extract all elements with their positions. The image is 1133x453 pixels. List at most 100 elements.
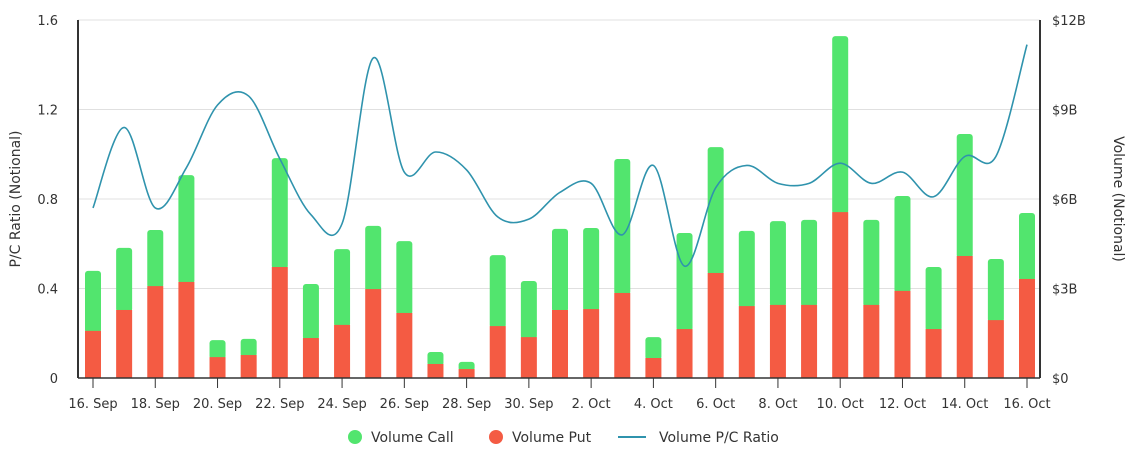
- x-tick-label: 2. Oct: [572, 397, 611, 412]
- bar-volume-call: [85, 270, 101, 333]
- left-tick-label: 0.8: [37, 193, 58, 208]
- bar-volume-call: [987, 258, 1004, 323]
- bar-volume-put: [334, 324, 351, 378]
- bar-volume-put: [147, 286, 164, 378]
- x-tick-label: 18. Sep: [131, 397, 180, 412]
- bar-volume-call: [769, 221, 786, 307]
- bar-volume-call: [334, 249, 351, 327]
- bar-volume-put: [987, 320, 1004, 378]
- bar-volume-put: [116, 309, 133, 378]
- legend-label: Volume Call: [371, 430, 454, 446]
- x-tick-label: 30. Sep: [504, 397, 553, 412]
- x-tick-label: 6. Oct: [696, 397, 735, 412]
- bar-volume-put: [894, 290, 911, 378]
- bar-volume-put: [396, 312, 413, 378]
- bar-volume-put: [769, 304, 786, 378]
- bar-volume-put: [956, 255, 973, 378]
- bar-volume-call: [801, 219, 818, 307]
- left-tick-label: 0.4: [37, 283, 58, 298]
- bar-volume-call: [427, 352, 444, 366]
- bar-volume-put: [801, 304, 818, 378]
- left-axis-title: P/C Ratio (Notional): [8, 130, 24, 267]
- bar-volume-call: [209, 340, 226, 360]
- bar-volume-call: [552, 228, 568, 312]
- left-tick-label: 1.6: [37, 14, 58, 29]
- bar-volume-call: [365, 225, 382, 292]
- bar-volume-call: [645, 337, 662, 361]
- bar-volume-put: [583, 309, 600, 378]
- bar-volume-call: [396, 241, 413, 315]
- legend-label: Volume P/C Ratio: [659, 430, 779, 446]
- bar-volume-put: [832, 212, 849, 378]
- bar-volume-put: [209, 357, 226, 378]
- bar-volume-call: [116, 247, 133, 312]
- bar-volume-call: [458, 361, 475, 372]
- bar-volume-put: [458, 369, 475, 378]
- x-tick-label: 8. Oct: [758, 397, 797, 412]
- bar-volume-put: [863, 304, 880, 378]
- bar-volume-call: [614, 159, 631, 295]
- right-tick-label: $3B: [1052, 283, 1077, 298]
- x-tick-label: 16. Oct: [1003, 397, 1050, 412]
- bar-volume-put: [520, 337, 537, 378]
- series-line-volume-pc-ratio: [92, 44, 1028, 267]
- bar-volume-call: [147, 230, 164, 289]
- bar-volume-put: [427, 363, 444, 378]
- bar-volume-put: [676, 329, 693, 378]
- bar-volume-put: [1019, 278, 1035, 378]
- bar-volume-call: [520, 281, 537, 340]
- bars: [85, 36, 1035, 378]
- bar-volume-put: [552, 309, 568, 378]
- bar-volume-call: [894, 196, 911, 293]
- bar-volume-put: [707, 272, 724, 378]
- bar-volume-put: [614, 292, 631, 378]
- bar-volume-call: [1019, 213, 1035, 281]
- bar-volume-put: [271, 267, 288, 378]
- bar-volume-put: [85, 330, 101, 378]
- right-tick-label: $12B: [1052, 14, 1086, 29]
- bar-volume-put: [645, 358, 662, 378]
- bar-volume-call: [583, 227, 600, 312]
- bar-volume-put: [365, 289, 382, 378]
- x-tick-label: 16. Sep: [68, 397, 117, 412]
- left-tick-label: 0: [50, 372, 58, 387]
- ratio-line: [92, 44, 1028, 267]
- legend: Volume Call Volume Put Volume P/C Ratio: [348, 430, 779, 446]
- legend-symbol-volume-put: [489, 430, 503, 444]
- x-tick-label: 24. Sep: [317, 397, 366, 412]
- x-tick-label: 26. Sep: [380, 397, 429, 412]
- right-tick-label: $6B: [1052, 193, 1077, 208]
- right-tick-label: $0: [1052, 372, 1069, 387]
- bar-volume-put: [178, 281, 195, 378]
- bar-volume-call: [956, 133, 973, 258]
- bar-volume-put: [925, 329, 942, 378]
- bar-volume-call: [302, 284, 319, 341]
- axes: 0 $0 0.4 $3B 0.8 $6B 1.2 $9B 1.6 $12B 16. Sep 18. S…: [37, 14, 1085, 412]
- bar-volume-call: [676, 233, 693, 332]
- bar-volume-put: [738, 306, 755, 378]
- bar-volume-call: [707, 147, 724, 275]
- bar-volume-call: [271, 158, 288, 270]
- x-tick-label: 28. Sep: [442, 397, 491, 412]
- right-axis-title: Volume (Notional): [1110, 136, 1126, 262]
- bar-volume-put: [302, 338, 319, 378]
- x-tick-label: 10. Oct: [817, 397, 864, 412]
- bar-volume-call: [832, 36, 849, 215]
- bar-volume-put: [489, 326, 506, 378]
- x-tick-label: 12. Oct: [879, 397, 926, 412]
- bar-volume-call: [489, 255, 506, 329]
- x-tick-label: 22. Sep: [255, 397, 304, 412]
- bar-volume-call: [240, 338, 257, 358]
- x-tick-label: 20. Sep: [193, 397, 242, 412]
- bar-volume-call: [863, 219, 880, 307]
- bar-volume-put: [240, 355, 257, 378]
- x-tick-label: 14. Oct: [941, 397, 988, 412]
- bar-volume-call: [178, 175, 195, 284]
- bar-volume-call: [925, 267, 942, 332]
- legend-symbol-volume-call: [348, 430, 362, 444]
- right-tick-label: $9B: [1052, 104, 1077, 119]
- legend-label: Volume Put: [512, 430, 592, 446]
- left-tick-label: 1.2: [37, 104, 58, 119]
- x-tick-label: 4. Oct: [634, 397, 673, 412]
